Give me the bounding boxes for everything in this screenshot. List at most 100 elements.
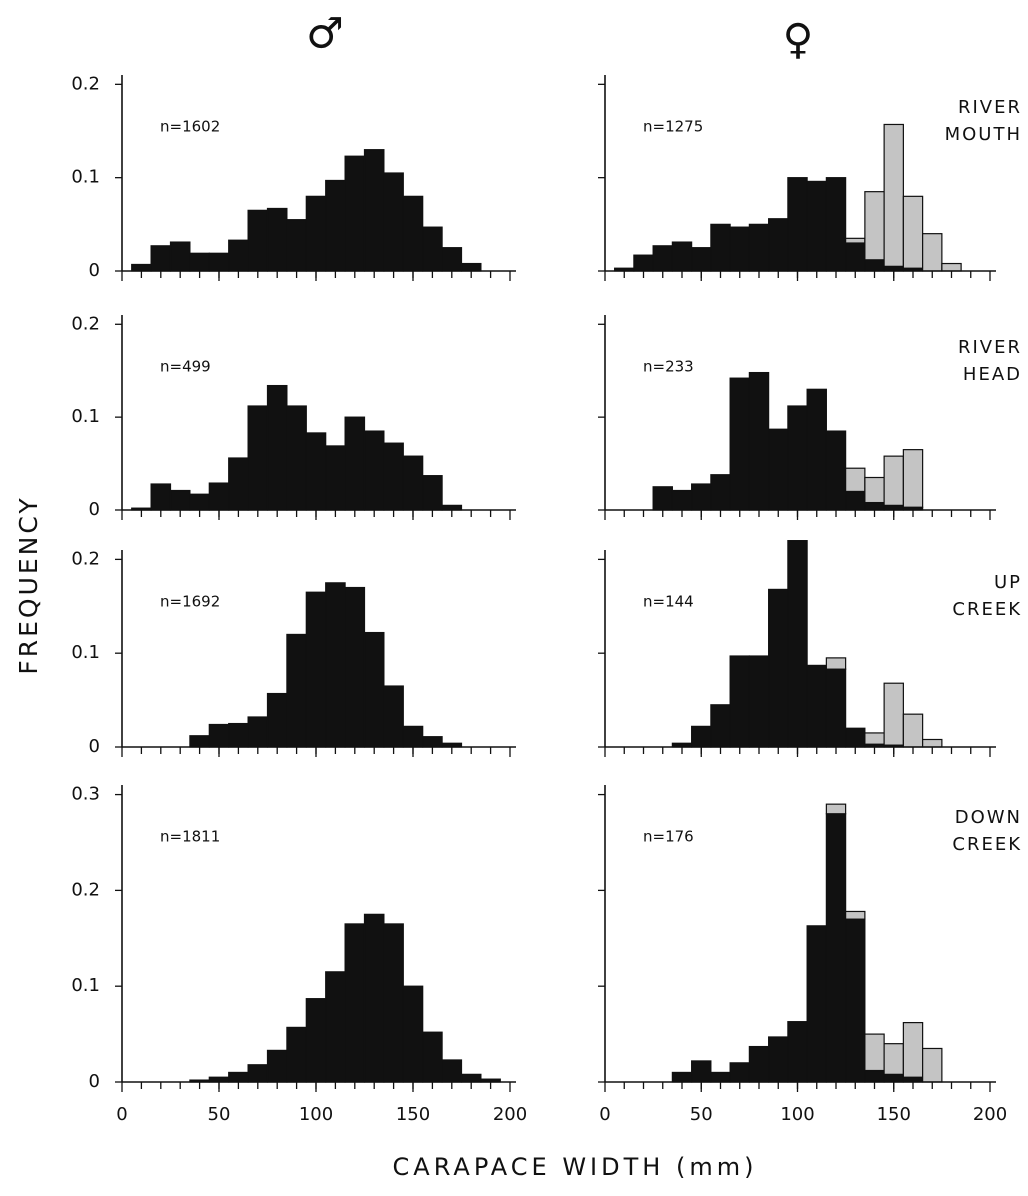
histogram-bar <box>845 727 866 748</box>
x-tick-label: 0 <box>599 1104 610 1125</box>
histogram-bar <box>748 371 770 511</box>
histogram-bar <box>344 155 366 272</box>
histogram-bar <box>325 971 346 1083</box>
histogram-bar <box>383 685 404 748</box>
histogram-bar <box>363 430 385 511</box>
histogram-bar <box>864 1033 885 1072</box>
histogram-bar <box>402 725 424 748</box>
y-tick-label: 0.3 <box>71 784 100 805</box>
histogram-bar <box>441 1059 463 1083</box>
histogram-bar <box>864 732 885 745</box>
histogram-bar <box>189 493 210 511</box>
histogram-bar <box>710 474 731 511</box>
histogram-bar <box>864 259 885 272</box>
histogram-bar <box>768 588 789 748</box>
histogram-bar <box>902 449 924 508</box>
histogram-bar <box>883 123 904 267</box>
histogram-bar <box>247 209 269 272</box>
histogram-bar <box>845 242 866 272</box>
histogram-bar <box>344 923 366 1083</box>
histogram-bar <box>633 254 654 272</box>
histogram-bar <box>864 476 885 504</box>
histogram-bar <box>902 713 924 748</box>
histogram-bar <box>825 668 847 748</box>
histogram-bar <box>189 735 210 748</box>
histogram-bar <box>402 195 424 272</box>
histogram-bar <box>883 1043 904 1075</box>
histogram-bar <box>422 736 443 748</box>
y-tick-label: 0.1 <box>71 406 100 427</box>
histogram-bar <box>883 1073 904 1083</box>
histogram-bar <box>208 723 230 748</box>
histogram-bar <box>883 682 904 746</box>
histogram-bar <box>806 180 827 272</box>
row-label: UP <box>994 572 1022 593</box>
histogram-bar <box>305 195 327 272</box>
row-label: HEAD <box>963 364 1022 385</box>
y-tick-label: 0.1 <box>71 642 100 663</box>
sample-size: n=499 <box>160 358 211 376</box>
histogram-bar <box>402 455 424 511</box>
histogram-bar <box>768 218 789 272</box>
histogram-bar <box>825 813 847 1083</box>
histogram-bar <box>748 1045 770 1083</box>
histogram-bar <box>228 457 249 511</box>
histogram-bar <box>748 223 770 272</box>
histogram-bar <box>325 582 346 748</box>
histogram-bar <box>286 1026 307 1083</box>
histogram-bar <box>922 1047 943 1083</box>
histogram-bar <box>286 405 307 511</box>
histogram-bar <box>325 179 346 272</box>
y-tick-label: 0.2 <box>71 548 100 569</box>
histogram-bar <box>845 490 866 511</box>
histogram-bar <box>825 657 847 670</box>
histogram-bar <box>729 1062 750 1083</box>
x-tick-label: 200 <box>973 1104 1007 1125</box>
histogram-bar <box>150 483 172 511</box>
histogram-bar <box>864 501 885 511</box>
histogram-bar <box>150 245 172 272</box>
histogram-bar <box>825 177 847 272</box>
histogram-bar <box>864 191 885 261</box>
histogram-bar <box>228 239 249 272</box>
column-header: ♀ <box>783 15 814 64</box>
histogram-bar <box>344 586 366 748</box>
histogram-bar <box>710 704 731 748</box>
y-tick-label: 0 <box>89 260 100 281</box>
histogram-bar <box>806 388 827 511</box>
histogram-bar <box>845 467 866 493</box>
histogram-bar <box>228 1071 249 1083</box>
sample-size: n=176 <box>643 828 694 846</box>
histogram-bar <box>768 428 789 511</box>
x-tick-label: 50 <box>690 1104 713 1125</box>
histogram-bar <box>671 241 693 272</box>
histogram-bar <box>305 432 327 511</box>
x-tick-label: 200 <box>493 1104 527 1125</box>
histogram-bar <box>208 482 230 511</box>
histogram-bar <box>422 1031 443 1083</box>
sample-size: n=1275 <box>643 118 703 136</box>
sample-size: n=144 <box>643 593 694 611</box>
histogram-bar <box>729 377 750 511</box>
row-label: DOWN <box>955 807 1022 828</box>
histogram-bar <box>266 1049 288 1083</box>
histogram-bar <box>363 913 385 1083</box>
histogram-bar <box>169 489 191 511</box>
histogram-bar <box>806 925 827 1083</box>
histogram-bar <box>383 172 404 272</box>
histogram-bar <box>422 475 443 511</box>
histogram-bar <box>383 923 404 1083</box>
histogram-bar <box>363 631 385 748</box>
histogram-bar <box>729 226 750 272</box>
histogram-bar <box>441 247 463 272</box>
y-tick-label: 0 <box>89 736 100 757</box>
histogram-bar <box>344 416 366 511</box>
histogram-bar <box>247 1064 269 1083</box>
histogram-bar <box>825 803 847 815</box>
histogram-bar <box>922 738 943 748</box>
x-tick-label: 0 <box>116 1104 127 1125</box>
histogram-bar <box>286 633 307 748</box>
histogram-bar <box>787 177 808 272</box>
x-tick-label: 100 <box>299 1104 333 1125</box>
